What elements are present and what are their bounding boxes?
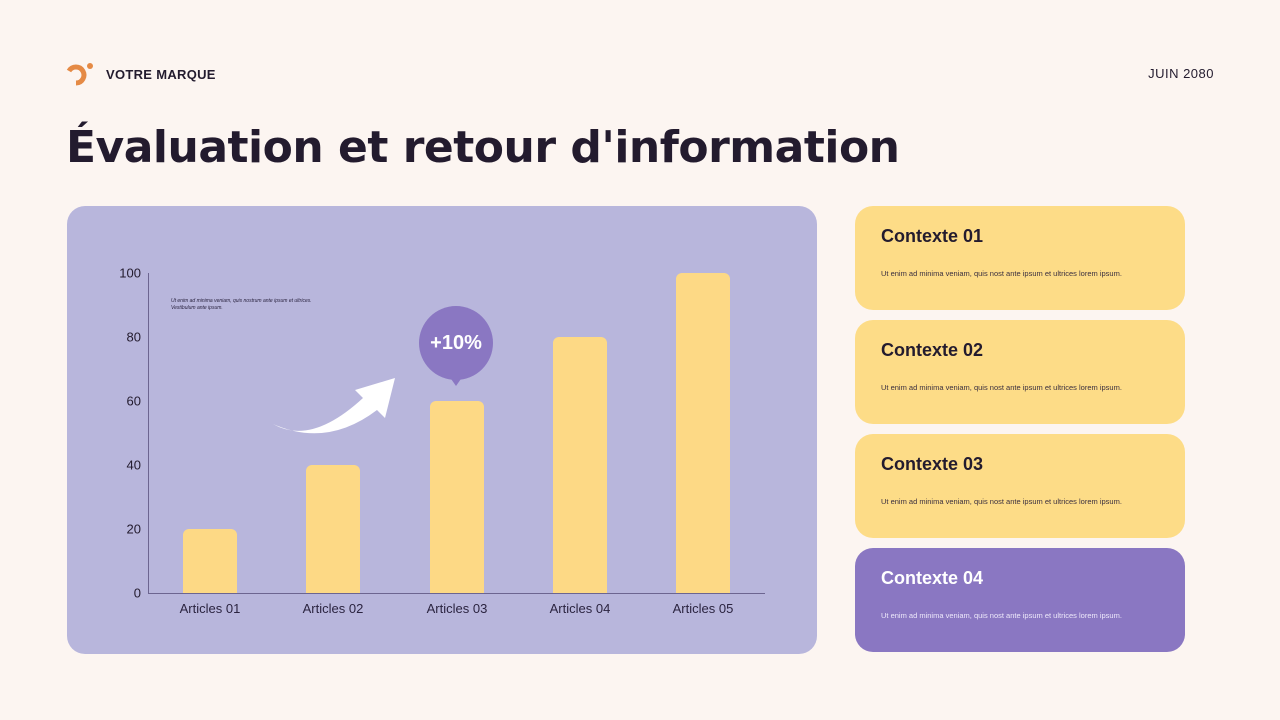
bar-articles-02 — [306, 465, 360, 593]
growth-badge: +10% — [419, 306, 493, 380]
bar-articles-04 — [553, 337, 607, 593]
bar-chart: 100 80 60 40 20 0 Articles 01 Articles 0… — [119, 266, 765, 616]
x-label: Articles 04 — [549, 601, 611, 616]
card-text: Ut enim ad minima veniam, quis nost ante… — [881, 269, 1122, 278]
page-title: Évaluation et retour d'information — [66, 122, 900, 173]
curved-arrow-icon — [273, 378, 395, 434]
y-tick: 40 — [126, 457, 141, 473]
x-label: Articles 05 — [672, 601, 734, 616]
date-label: JUIN 2080 — [1148, 66, 1214, 81]
card-title: Contexte 04 — [881, 568, 984, 588]
y-tick: 80 — [126, 329, 141, 345]
bar-articles-03 — [430, 401, 484, 593]
chart-panel: Ut enim ad minima veniam, quis nostrum a… — [67, 206, 817, 654]
brand-name: VOTRE MARQUE — [106, 66, 216, 82]
card-title: Contexte 02 — [881, 340, 984, 360]
context-card-04[interactable]: Contexte 04 Ut enim ad minima veniam, qu… — [855, 548, 1185, 652]
chart-note-line: Vestibulum ante ipsum. — [171, 305, 223, 311]
growth-badge-tail — [449, 376, 463, 386]
context-card-03[interactable]: Contexte 03 Ut enim ad minima veniam, qu… — [855, 434, 1185, 538]
card-text: Ut enim ad minima veniam, quis nost ante… — [881, 497, 1122, 506]
context-cards: Contexte 01 Ut enim ad minima veniam, qu… — [855, 206, 1185, 662]
brand: VOTRE MARQUE — [66, 62, 216, 86]
x-label: Articles 03 — [426, 601, 488, 616]
x-label: Articles 02 — [302, 601, 364, 616]
y-tick: 0 — [133, 585, 141, 601]
x-label: Articles 01 — [179, 601, 241, 616]
card-title: Contexte 03 — [881, 454, 984, 474]
y-tick: 60 — [126, 393, 141, 409]
card-title: Contexte 01 — [881, 226, 984, 246]
x-axis — [148, 593, 765, 594]
chart-note: Ut enim ad minima veniam, quis nostrum a… — [171, 298, 341, 312]
chart-note-line: Ut enim ad minima veniam, quis nostrum a… — [171, 298, 312, 304]
context-card-02[interactable]: Contexte 02 Ut enim ad minima veniam, qu… — [855, 320, 1185, 424]
bar-articles-01 — [183, 529, 237, 593]
bar-articles-05 — [676, 273, 730, 593]
card-text: Ut enim ad minima veniam, quis nost ante… — [881, 611, 1122, 620]
y-tick: 20 — [126, 521, 141, 537]
y-tick: 100 — [119, 265, 141, 281]
brand-logo-icon — [66, 62, 94, 86]
y-axis — [148, 273, 149, 593]
context-card-01[interactable]: Contexte 01 Ut enim ad minima veniam, qu… — [855, 206, 1185, 310]
card-text: Ut enim ad minima veniam, quis nost ante… — [881, 383, 1122, 392]
growth-badge-text: +10% — [430, 331, 482, 354]
